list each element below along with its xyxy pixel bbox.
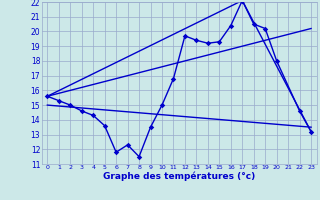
X-axis label: Graphe des températures (°c): Graphe des températures (°c) (103, 172, 255, 181)
